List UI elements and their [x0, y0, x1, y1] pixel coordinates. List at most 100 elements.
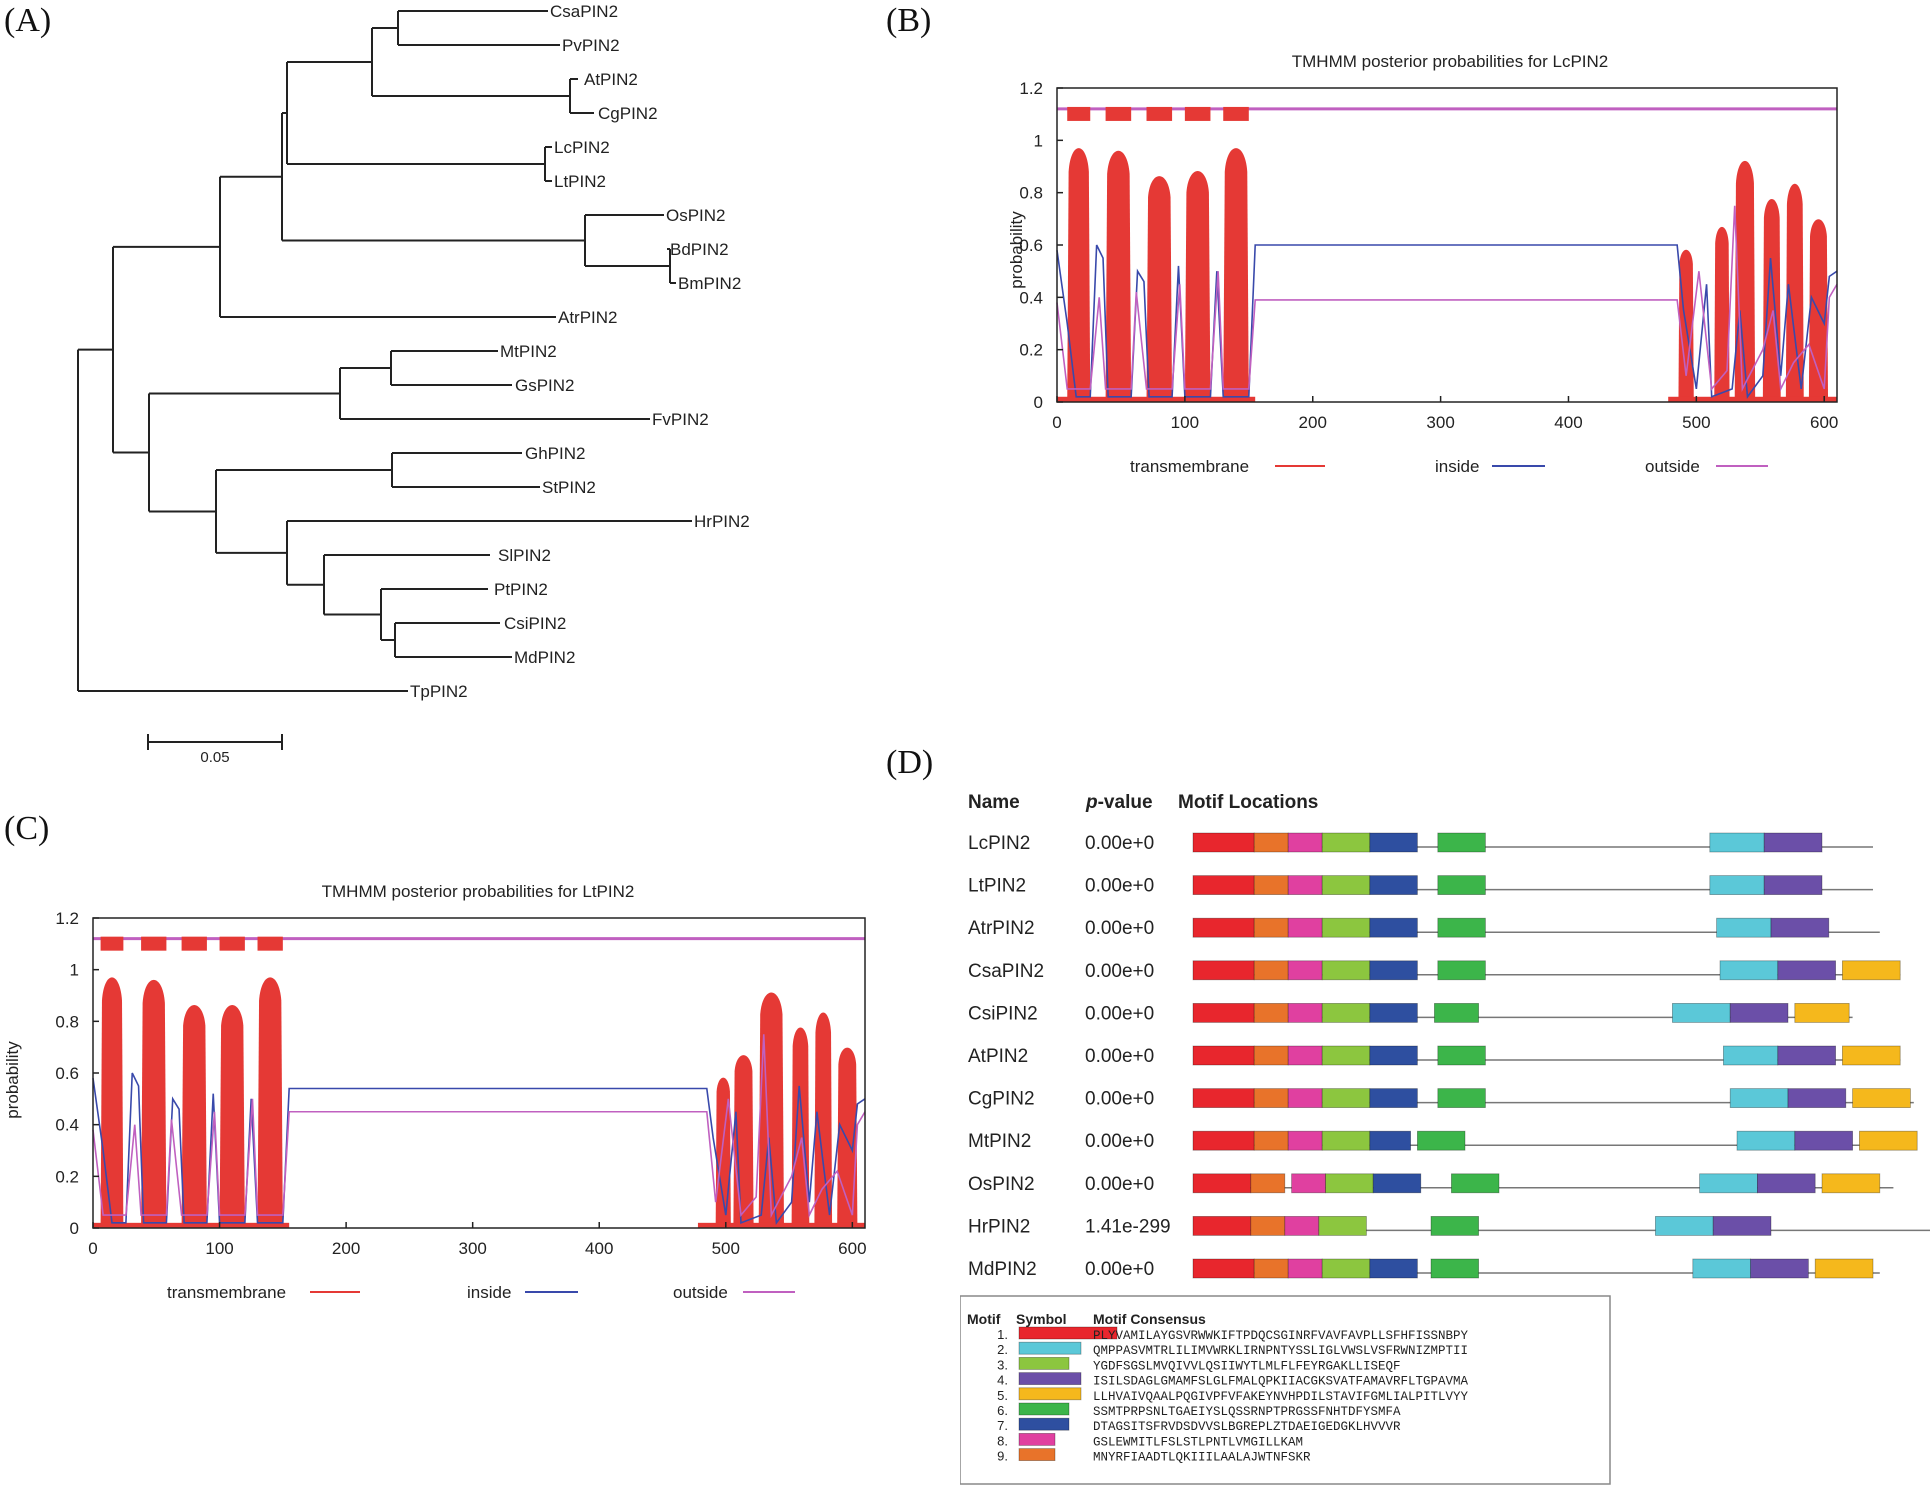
- chart-title: TMHMM posterior probabilities for LtPIN2: [322, 882, 635, 901]
- motif-block-9: [1253, 832, 1289, 853]
- legend-inside-label: inside: [1435, 457, 1479, 476]
- motif-block-1: [1192, 1173, 1252, 1194]
- motif-block-5: [1859, 1130, 1918, 1151]
- tm-segment: [837, 1047, 858, 1228]
- tm-segment: [1105, 150, 1132, 402]
- motif-legend-item: 5. LLHVAIVQAALPQGIVPFVFAKEYNVHPDILSTAVIFG…: [997, 1387, 1469, 1404]
- motif-legend-item: 4. ISILSDAGLGMAMFSLGLFMALQPKIIACGKSVATFAM…: [997, 1372, 1469, 1389]
- y-tick-label: 0.6: [55, 1064, 79, 1083]
- motif-block-7: [1369, 1002, 1418, 1023]
- x-tick-label: 0: [1052, 413, 1061, 432]
- inside-curve: [1056, 244, 1838, 399]
- taxon-label: AtrPIN2: [558, 308, 618, 327]
- chart-legend: transmembrane inside outside: [1130, 457, 1768, 476]
- tm-segment: [1184, 171, 1211, 402]
- row-p-value: 0.00e+0: [1085, 961, 1154, 982]
- motif-row: LtPIN2 0.00e+0: [968, 875, 1873, 897]
- panel-label-d: (D): [886, 744, 934, 781]
- motif-id: 8.: [997, 1433, 1008, 1448]
- motif-row: HrPIN2 1.41e-299: [968, 1215, 1930, 1237]
- motif-row: AtrPIN2 0.00e+0: [968, 917, 1880, 939]
- taxon-label: BdPIN2: [670, 240, 729, 259]
- row-name: OsPIN2: [968, 1174, 1035, 1195]
- motif-legend: Motif Symbol Motif Consensus 1. PLYVAMILA…: [960, 1295, 1611, 1485]
- motif-block-3: [1321, 832, 1371, 853]
- motif-block-1: [1192, 1258, 1255, 1279]
- tm-baseline-n: [1057, 396, 1256, 402]
- row-name: AtrPIN2: [968, 918, 1035, 939]
- y-tick-label: 1.2: [55, 909, 79, 928]
- x-tick-label: 400: [1554, 413, 1582, 432]
- y-tick-label: 0: [70, 1219, 79, 1238]
- taxon-label: CgPIN2: [598, 104, 658, 123]
- row-p-value: 0.00e+0: [1085, 1259, 1154, 1280]
- motif-block-8: [1287, 875, 1323, 895]
- tree-labels: CsaPIN2 PvPIN2 AtPIN2 CgPIN2 LcPIN2 LtPIN2 OsP…: [410, 2, 750, 701]
- motif-block-7: [1369, 960, 1418, 981]
- taxon-label: StPIN2: [542, 478, 596, 497]
- motif-block-4: [1729, 1002, 1789, 1023]
- motif-block-5: [1814, 1258, 1874, 1279]
- motif-legend-item: 1. PLYVAMILAYGSVRWWKIFTPDQCSGINRFVAVFAVPL…: [997, 1326, 1469, 1343]
- x-tick-label: 100: [1171, 413, 1199, 432]
- motif-consensus: DTAGSITSFRVDSDVVSLBGREPLZTDAEIGEDGKLHVVV…: [1093, 1420, 1401, 1434]
- motif-block-4: [1777, 960, 1836, 981]
- motif-block-3: [1321, 875, 1371, 895]
- topology-tm-block: [219, 936, 245, 951]
- taxon-label: PtPIN2: [494, 580, 548, 599]
- motif-block-1: [1192, 1130, 1255, 1151]
- motif-block-6: [1450, 1173, 1500, 1194]
- tm-segment: [1067, 148, 1091, 402]
- tmhmm-chart-ltpin2: TMHMM posterior probabilities for LtPIN2…: [3, 882, 867, 1302]
- x-tick-label: 200: [1299, 413, 1327, 432]
- motif-block-9: [1253, 1130, 1289, 1151]
- motif-block-9: [1253, 960, 1289, 981]
- legend-header-consensus: Motif Consensus: [1093, 1311, 1206, 1327]
- tm-segment: [1762, 198, 1781, 402]
- motif-block-8: [1291, 1173, 1327, 1194]
- motif-block-4: [1712, 1215, 1772, 1236]
- plot-area: 0 100 200 300 400 500 600 0 0.2 0.4 0.6 0.8 1 1.2: [1019, 79, 1838, 432]
- motif-block-4: [1763, 832, 1823, 853]
- motif-consensus: PLYVAMILAYGSVRWWKIFTPDQCSGINRFVAVFAVPLLS…: [1093, 1329, 1469, 1343]
- motif-id: 1.: [997, 1327, 1008, 1342]
- topology-tm-block: [181, 936, 207, 951]
- motif-block-7: [1369, 1258, 1418, 1279]
- motif-block-4: [1750, 1258, 1809, 1279]
- motif-block-4: [1763, 875, 1823, 895]
- motif-block-9: [1253, 917, 1289, 938]
- motif-block-7: [1369, 875, 1418, 895]
- motif-block-1: [1192, 1215, 1252, 1236]
- row-p-value: 0.00e+0: [1085, 1046, 1154, 1067]
- row-name: AtPIN2: [968, 1046, 1028, 1067]
- motif-legend-item: 7. DTAGSITSFRVDSDVVSLBGREPLZTDAEIGEDGKLHV…: [997, 1417, 1401, 1434]
- motif-block-1: [1192, 960, 1255, 981]
- motif-block-8: [1284, 1215, 1320, 1236]
- tm-segment: [1785, 183, 1804, 402]
- tm-segment: [1714, 226, 1730, 402]
- motif-id: 3.: [997, 1357, 1008, 1372]
- y-tick-label: 1: [70, 961, 79, 980]
- topology-tm-block: [1184, 106, 1211, 121]
- scale-bar: 0.05: [147, 734, 283, 766]
- row-name: LcPIN2: [968, 833, 1030, 854]
- motif-block-3: [1318, 1215, 1367, 1236]
- motif-block-1: [1192, 875, 1255, 895]
- row-name: HrPIN2: [968, 1216, 1030, 1237]
- motif-block-2: [1699, 1173, 1758, 1194]
- motif-row: MdPIN2 0.00e+0: [968, 1258, 1880, 1280]
- motif-block-2: [1655, 1215, 1714, 1236]
- motif-block-3: [1321, 1130, 1371, 1151]
- plot-area: 0 100 200 300 400 500 600 0 0.2 0.4 0.6 0.8 1 1.2: [55, 909, 866, 1258]
- y-tick-label: 0: [1034, 393, 1043, 412]
- motif-legend-item: 3. YGDFSGSLMVQIVVLQSIIWYTLMLFLFEYRGAKLLIS…: [997, 1357, 1401, 1373]
- motif-block-8: [1287, 960, 1323, 981]
- row-name: MdPIN2: [968, 1259, 1037, 1280]
- taxon-label: OsPIN2: [666, 206, 726, 225]
- motif-row: CgPIN2 0.00e+0: [968, 1088, 1914, 1110]
- row-name: CsiPIN2: [968, 1003, 1038, 1024]
- motif-row: CsiPIN2 0.00e+0: [968, 1002, 1853, 1024]
- chart-title: TMHMM posterior probabilities for LcPIN2: [1292, 52, 1608, 71]
- taxon-label: TpPIN2: [410, 682, 468, 701]
- motif-block-3: [1321, 1045, 1371, 1066]
